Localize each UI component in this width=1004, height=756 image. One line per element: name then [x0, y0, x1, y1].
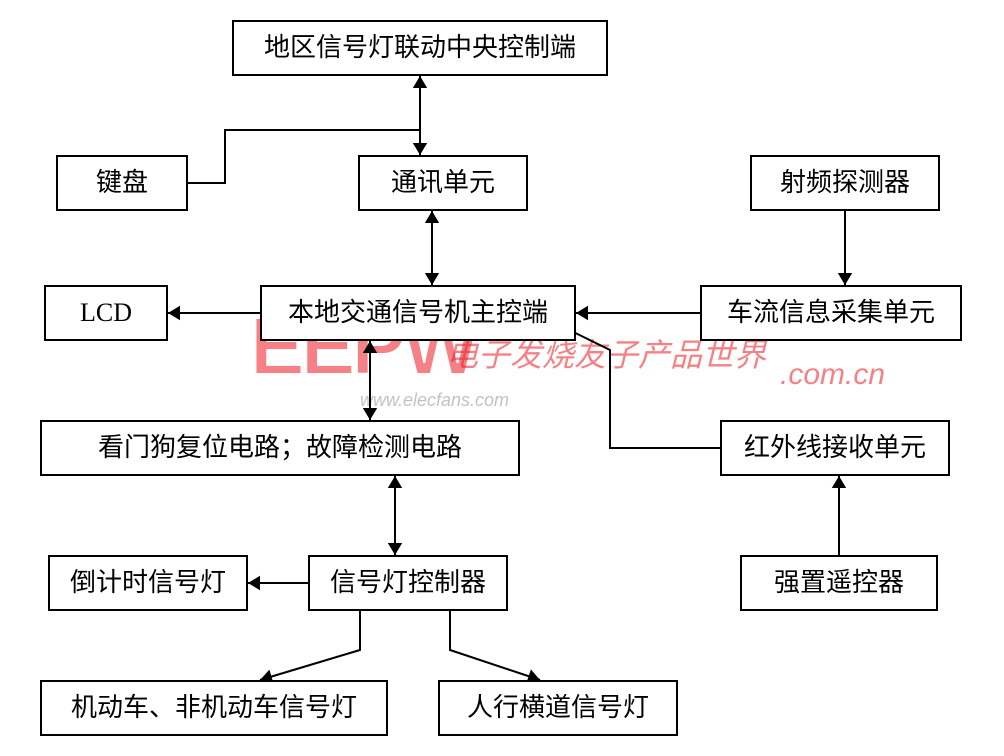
- node-countdown: 倒计时信号灯: [48, 555, 248, 611]
- node-keyboard: 键盘: [56, 155, 188, 211]
- node-remote: 强置遥控器: [740, 555, 938, 611]
- node-comm: 通讯单元: [358, 155, 528, 211]
- node-main: 本地交通信号机主控端: [260, 285, 576, 341]
- node-central: 地区信号灯联动中央控制端: [232, 20, 608, 76]
- watermark-url: .com.cn: [780, 358, 885, 392]
- node-rf: 射频探测器: [750, 155, 940, 211]
- node-pedestrian: 人行横道信号灯: [438, 680, 678, 736]
- edges-layer: [0, 0, 1004, 756]
- node-vehicle: 机动车、非机动车信号灯: [40, 680, 388, 736]
- node-ir: 红外线接收单元: [720, 420, 950, 476]
- node-lcd: LCD: [44, 285, 168, 341]
- node-controller: 信号灯控制器: [308, 555, 508, 611]
- watermark-sub-url: www.elecfans.com: [360, 390, 509, 411]
- diagram-canvas: EEPW 电子发烧友子产品世界 .com.cn www.elecfans.com…: [0, 0, 1004, 756]
- node-traffic: 车流信息采集单元: [700, 285, 962, 341]
- node-watchdog: 看门狗复位电路；故障检测电路: [40, 420, 520, 476]
